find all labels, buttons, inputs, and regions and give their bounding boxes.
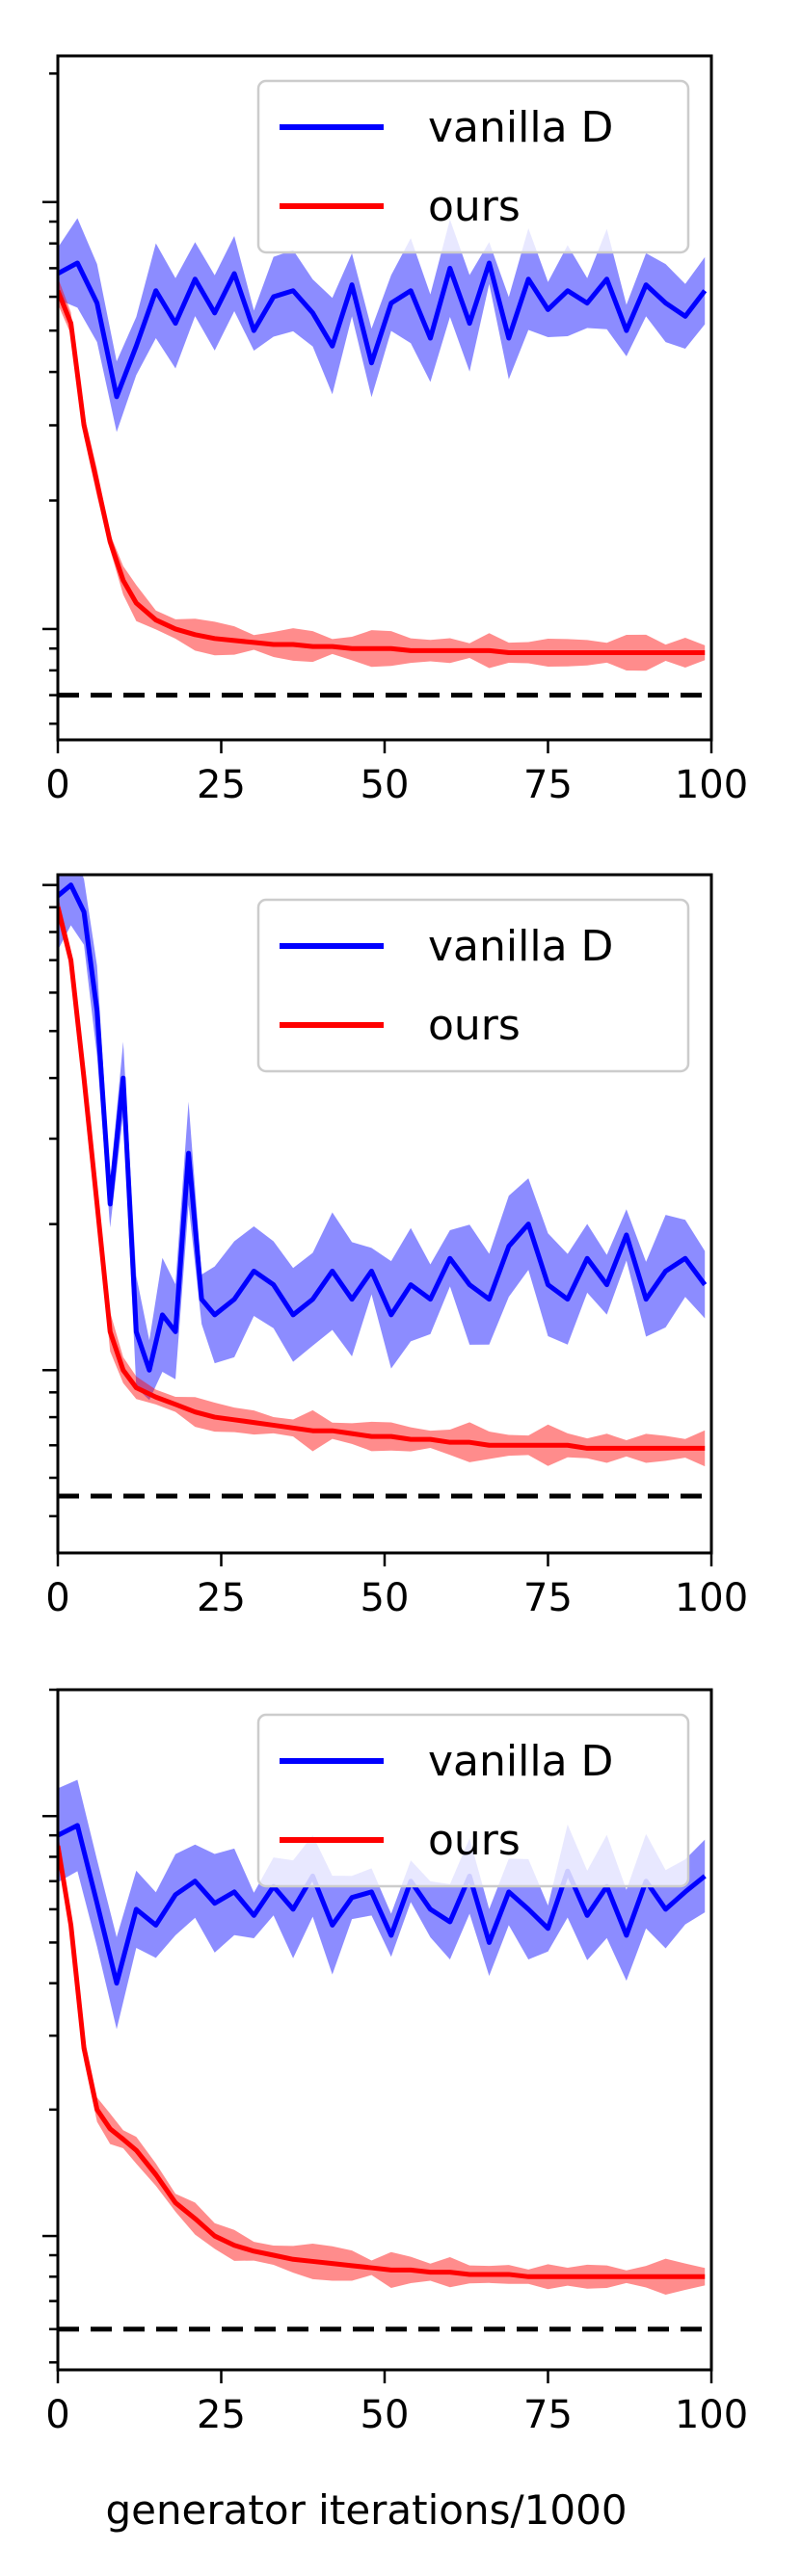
chart-panel-3: 0 25 50 75 100 vanilla D ours xyxy=(42,1688,748,2437)
legend-label-ours: ours xyxy=(428,182,521,231)
x-axis-label: generator iterations/1000 xyxy=(105,2486,627,2534)
legend-label-vanilla-d: vanilla D xyxy=(428,103,613,152)
legend-box xyxy=(256,898,690,1073)
series-band-vanilla-d xyxy=(58,218,706,433)
legend-label-ours: ours xyxy=(428,1001,521,1050)
legend-box xyxy=(256,79,690,254)
plot-area xyxy=(58,875,708,1467)
x-tick-label: 0 xyxy=(45,2393,69,2437)
legend-box xyxy=(256,1713,690,1888)
x-tick-label: 0 xyxy=(45,763,69,807)
x-tick-label: 100 xyxy=(675,2393,748,2437)
series-line-vanilla-d xyxy=(58,882,708,1373)
x-tick-label: 25 xyxy=(197,1576,246,1620)
plot-area xyxy=(58,218,708,671)
plot-area xyxy=(58,1779,707,2295)
x-tick-label: 0 xyxy=(45,1576,69,1620)
x-tick-label: 25 xyxy=(197,2393,246,2437)
x-tick-label: 100 xyxy=(675,1576,748,1620)
x-tick-label: 50 xyxy=(361,1576,410,1620)
chart-panel-1: 0 25 50 75 100 vanilla D ours xyxy=(42,54,748,807)
legend-label-ours: ours xyxy=(428,1816,521,1865)
x-tick-label: 50 xyxy=(361,763,410,807)
series-line-vanilla-d xyxy=(58,1823,707,1986)
legend-label-vanilla-d: vanilla D xyxy=(428,1737,613,1786)
x-tick-label: 50 xyxy=(361,2393,410,2437)
series-line-ours xyxy=(58,1845,706,2279)
series-line-vanilla-d xyxy=(58,260,708,400)
series-line-ours xyxy=(58,907,706,1451)
x-tick-label: 100 xyxy=(675,763,748,807)
x-tick-label: 75 xyxy=(523,763,573,807)
series-line-ours xyxy=(58,289,706,656)
x-tick-label: 75 xyxy=(523,1576,573,1620)
chart-panel-2: 0 25 50 75 100 vanilla D ours xyxy=(42,873,748,1620)
series-band-vanilla-d xyxy=(58,1779,706,2030)
x-tick-label: 75 xyxy=(523,2393,573,2437)
legend-label-vanilla-d: vanilla D xyxy=(428,922,613,971)
x-tick-label: 25 xyxy=(197,763,246,807)
